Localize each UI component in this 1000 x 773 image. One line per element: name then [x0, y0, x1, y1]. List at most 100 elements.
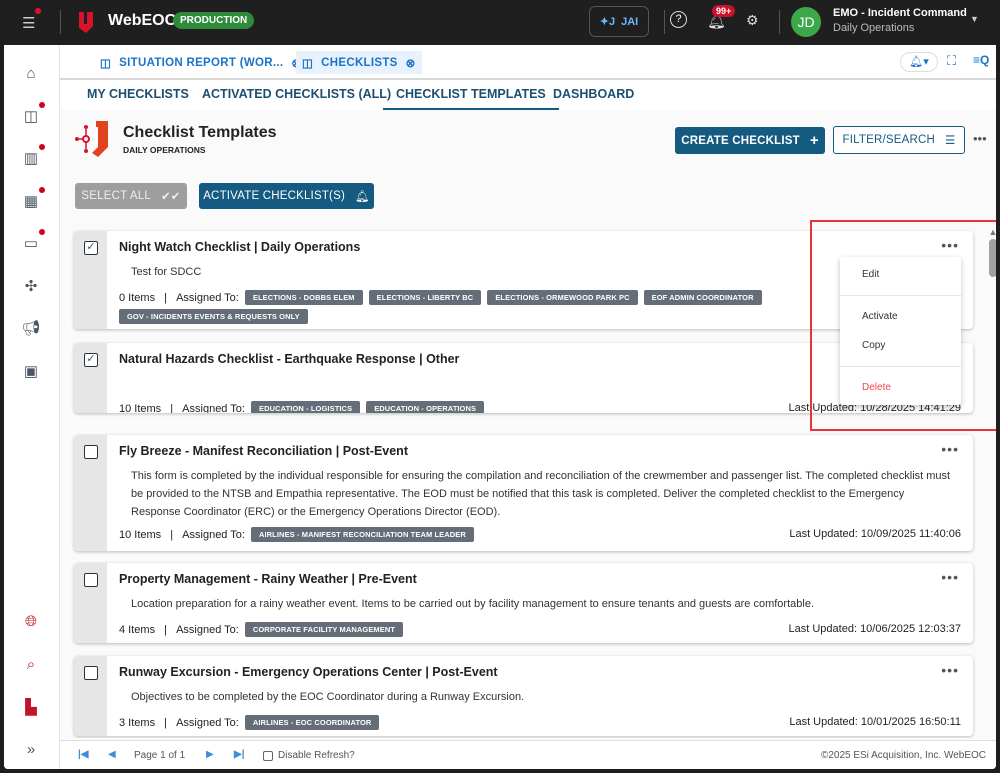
subtab-bar: MY CHECKLISTS ACTIVATED CHECKLISTS (ALL)…	[60, 80, 996, 110]
filter-search-button[interactable]: FILTER/SEARCH ☰	[833, 126, 965, 154]
search-list-icon[interactable]: ≡Q	[973, 53, 990, 67]
contacts-icon[interactable]: ▣	[23, 362, 39, 380]
assignee-tag: AIRLINES - EOC COORDINATOR	[244, 715, 380, 730]
card-more-icon[interactable]: •••	[941, 569, 959, 585]
checklist-card[interactable]: Runway Excursion - Emergency Operations …	[74, 656, 973, 736]
menu-toggle-icon[interactable]: ☰	[22, 8, 42, 32]
tab-activated-checklists[interactable]: ACTIVATED CHECKLISTS (ALL)	[202, 87, 392, 101]
assignee-tag: ELECTIONS - LIBERTY BC	[368, 290, 482, 305]
tab-checklists[interactable]: ◫ CHECKLISTS ⊗	[296, 51, 422, 74]
buildings-icon[interactable]: ▙	[25, 699, 37, 716]
last-updated: Last Updated: 10/01/2025 16:50:11	[789, 716, 961, 728]
card-checkbox[interactable]	[84, 666, 98, 680]
bell-icon: 🔔︎	[354, 191, 370, 203]
scrollbar[interactable]: ▲	[987, 227, 996, 737]
incident-name: Daily Operations	[833, 22, 915, 34]
user-menu-chevron-icon[interactable]: ▼	[970, 14, 979, 24]
card-title[interactable]: Night Watch Checklist | Daily Operations	[119, 240, 361, 254]
checklist-card[interactable]: Fly Breeze - Manifest Reconciliation | P…	[74, 435, 973, 551]
card-more-icon[interactable]: •••	[941, 441, 959, 457]
first-page-icon[interactable]: |◀	[78, 749, 89, 760]
checklist-card[interactable]: ✓ Night Watch Checklist | Daily Operatio…	[74, 231, 973, 329]
card-context-menu: Edit Activate Copy Delete	[840, 257, 961, 405]
create-checklist-button[interactable]: CREATE CHECKLIST +	[675, 127, 825, 154]
menu-item-edit[interactable]: Edit	[862, 269, 880, 280]
checklist-card[interactable]: Property Management - Rainy Weather | Pr…	[74, 563, 973, 643]
menu-item-delete[interactable]: Delete	[862, 382, 891, 393]
card-checkbox[interactable]	[84, 573, 98, 587]
display-icon[interactable]: ▭	[20, 229, 45, 254]
page-indicator: Page 1 of 1	[134, 750, 186, 761]
item-count: 0 Items	[119, 291, 156, 304]
tab-dashboard[interactable]: DASHBOARD	[553, 87, 635, 101]
create-label: CREATE CHECKLIST	[681, 134, 800, 147]
disable-refresh-checkbox[interactable]	[263, 751, 273, 761]
card-more-icon[interactable]: •••	[941, 662, 959, 678]
assignee-tag: EDUCATION - OPERATIONS	[366, 401, 485, 413]
fullscreen-icon[interactable]: ⛶	[947, 53, 957, 68]
avatar[interactable]: JD	[791, 7, 821, 37]
tab-my-checklists[interactable]: MY CHECKLISTS	[87, 87, 189, 101]
card-more-icon[interactable]: •••	[941, 237, 959, 253]
dashboard-icon[interactable]: ▦	[20, 186, 45, 212]
position-name: EMO - Incident Command	[833, 7, 967, 19]
analytics-search-icon[interactable]: ⌕	[26, 655, 36, 673]
assigned-label: Assigned To:	[182, 528, 245, 541]
activate-checklists-button[interactable]: ACTIVATE CHECKLIST(S) 🔔︎	[199, 183, 374, 209]
tab-checklist-templates[interactable]: CHECKLIST TEMPLATES	[383, 80, 559, 110]
last-updated: Last Updated: 10/06/2025 12:03:37	[788, 623, 961, 635]
prev-page-icon[interactable]: ◀	[108, 749, 116, 760]
card-title[interactable]: Property Management - Rainy Weather | Pr…	[119, 572, 417, 586]
separator: |	[167, 402, 177, 414]
card-description: Objectives to be completed by the EOC Co…	[131, 691, 525, 703]
last-page-icon[interactable]: ▶|	[234, 749, 245, 760]
checklist-card[interactable]: ✓ Natural Hazards Checklist - Earthquake…	[74, 343, 973, 413]
menu-item-activate[interactable]: Activate	[862, 311, 898, 322]
help-icon[interactable]: ?	[670, 11, 687, 28]
item-count: 4 Items	[119, 623, 156, 636]
globe-icon[interactable]: 🌐︎	[24, 612, 37, 630]
card-meta: 4 Items | Assigned To: CORPORATE FACILITY…	[119, 622, 779, 637]
disable-refresh-label: Disable Refresh?	[278, 750, 355, 761]
alert-dropdown-button[interactable]: 🔔︎▾	[900, 52, 938, 72]
last-updated: Last Updated: 10/09/2025 11:40:06	[789, 528, 961, 540]
assigned-label: Assigned To:	[176, 291, 239, 304]
filter-icon: ☰	[944, 135, 956, 147]
jai-button[interactable]: ✦J JAI	[589, 6, 649, 37]
page-title: Checklist Templates	[123, 124, 277, 141]
boards-icon[interactable]: ◫	[20, 101, 45, 127]
card-checkbox[interactable]: ✓	[84, 241, 98, 255]
menu-item-copy[interactable]: Copy	[862, 340, 886, 351]
highlight-box	[810, 220, 996, 431]
home-icon[interactable]: ⌂	[26, 64, 36, 82]
tab-label: SITUATION REPORT (WOR...	[119, 56, 284, 69]
card-meta: 3 Items | Assigned To: AIRLINES - EOC COO…	[119, 715, 779, 730]
plugin-icon[interactable]: ✣	[24, 277, 38, 295]
map-icon[interactable]: ▥	[20, 144, 45, 169]
assignee-tag: CORPORATE FACILITY MANAGEMENT	[244, 622, 404, 637]
page-subtitle: DAILY OPERATIONS	[123, 145, 206, 155]
app-name: WebEOC	[108, 12, 177, 29]
select-all-label: SELECT ALL	[81, 190, 151, 202]
card-title[interactable]: Natural Hazards Checklist - Earthquake R…	[119, 352, 460, 366]
notifications-icon[interactable]: 🔔︎	[707, 13, 727, 30]
close-icon[interactable]: ⊗	[405, 57, 416, 70]
assignee-tag: EOF ADMIN COORDINATOR	[643, 290, 762, 305]
card-checkbox[interactable]: ✓	[84, 353, 98, 367]
card-checkbox[interactable]	[84, 445, 98, 459]
megaphone-icon[interactable]: 📢︎	[21, 320, 41, 337]
more-options-icon[interactable]: •••	[973, 131, 987, 146]
environment-badge: PRODUCTION	[173, 12, 255, 29]
user-settings-icon[interactable]: ⚙	[746, 12, 759, 28]
card-title[interactable]: Fly Breeze - Manifest Reconciliation | P…	[119, 444, 408, 458]
app-window: ☰ WebEOC PRODUCTION ✦J JAI ? 🔔︎ 99+ ⚙ JD …	[4, 0, 996, 769]
card-title[interactable]: Runway Excursion - Emergency Operations …	[119, 665, 498, 679]
select-all-button[interactable]: SELECT ALL ✔✔	[75, 183, 187, 209]
next-page-icon[interactable]: ▶	[206, 749, 214, 760]
scroll-up-icon[interactable]: ▲	[988, 227, 996, 237]
double-check-icon: ✔✔	[160, 191, 181, 203]
sparkle-icon: ✦J	[599, 16, 616, 28]
tab-label: CHECKLISTS	[321, 56, 398, 69]
expand-sidebar-icon[interactable]: »	[26, 740, 36, 758]
scroll-thumb[interactable]	[989, 239, 996, 277]
